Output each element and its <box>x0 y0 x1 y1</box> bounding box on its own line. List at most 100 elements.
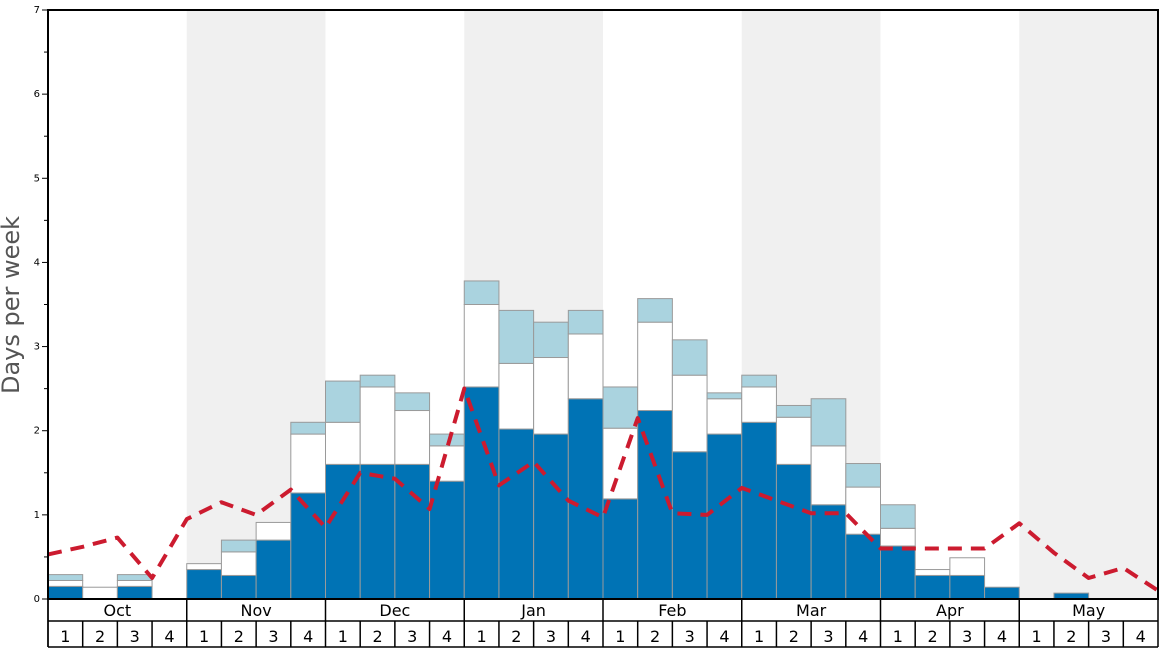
week-label: 3 <box>685 627 695 646</box>
bar-segment <box>914 574 951 600</box>
bar-segment <box>810 445 847 506</box>
bar-segment <box>637 321 673 412</box>
y-tick-label: 7 <box>34 5 40 16</box>
month-label: Jan <box>520 601 546 620</box>
y-tick-label: 2 <box>34 426 40 437</box>
bar-segment <box>47 579 84 587</box>
week-label: 4 <box>719 627 729 646</box>
bar-segment <box>498 309 535 364</box>
bar-segment <box>914 569 951 576</box>
y-axis-label: Days per week <box>0 216 25 394</box>
bar-segment <box>671 374 708 453</box>
week-label: 3 <box>268 627 278 646</box>
week-label: 4 <box>303 627 313 646</box>
bar-segment <box>325 463 361 600</box>
bar-segment <box>220 574 257 600</box>
bar-segment <box>325 421 361 465</box>
week-label: 2 <box>511 627 521 646</box>
bar-segment <box>255 521 292 541</box>
week-label: 4 <box>581 627 591 646</box>
month-label: Nov <box>241 601 272 620</box>
bar-segment <box>290 492 326 600</box>
month-shading-layer <box>186 10 1158 599</box>
bar-segment <box>394 392 431 412</box>
trend-line-layer <box>47 386 1160 593</box>
axes-layer <box>42 9 1159 648</box>
week-label: 1 <box>338 627 348 646</box>
bar-segment <box>706 433 743 600</box>
month-label: May <box>1072 601 1105 620</box>
bar-segment <box>220 539 257 553</box>
bar-segment <box>637 298 673 323</box>
bar-segment <box>533 321 569 359</box>
y-tick-label: 1 <box>34 510 40 521</box>
bar-segment <box>498 428 535 600</box>
bar-segment <box>567 333 604 400</box>
week-label: 2 <box>1066 627 1076 646</box>
bar-segment <box>429 445 465 482</box>
bar-segment <box>47 574 84 581</box>
bar-segment <box>186 569 222 600</box>
bar-segment <box>220 551 257 576</box>
bar-segment <box>880 527 916 547</box>
month-shade-may <box>1019 10 1158 599</box>
month-label: Mar <box>796 601 827 620</box>
week-label: 1 <box>1032 627 1042 646</box>
bar-segment <box>949 574 986 600</box>
bar-segment <box>463 304 500 388</box>
bar-segment <box>47 585 84 600</box>
bar-segment <box>533 433 569 600</box>
week-label: 1 <box>60 627 70 646</box>
y-tick-label: 5 <box>34 173 40 184</box>
week-label: 4 <box>1136 627 1146 646</box>
y-tick-label: 3 <box>34 342 40 353</box>
bar-segment <box>775 404 812 418</box>
month-label: Feb <box>658 601 686 620</box>
bar-segment <box>810 398 847 447</box>
bar-segment <box>359 463 396 600</box>
bar-segment <box>290 421 326 435</box>
bar-segment <box>567 309 604 335</box>
bar-segment <box>325 380 361 423</box>
bar-segment <box>810 504 847 600</box>
bar-segment <box>775 463 812 600</box>
bar-segment <box>116 579 153 587</box>
bar-segment <box>116 574 153 581</box>
week-label: 2 <box>95 627 105 646</box>
bar-segment <box>463 386 500 600</box>
week-label: 2 <box>927 627 937 646</box>
week-label: 4 <box>442 627 452 646</box>
y-tick-label: 0 <box>34 594 40 605</box>
bar-segment <box>880 504 916 529</box>
bar-segment <box>567 398 604 600</box>
bar-segment <box>880 545 916 600</box>
week-label: 1 <box>754 627 764 646</box>
bar-segment <box>255 539 292 600</box>
bar-segment <box>116 585 153 600</box>
bar-segment <box>741 421 777 600</box>
bar-segment <box>671 339 708 376</box>
bar-segment <box>637 410 673 600</box>
bar-segment <box>775 416 812 465</box>
bar-segment <box>845 463 881 488</box>
bar-segment <box>671 451 708 600</box>
bar-segment <box>706 398 743 435</box>
bar-segment <box>602 498 639 600</box>
week-label: 3 <box>962 627 972 646</box>
bar-segment <box>602 386 639 429</box>
month-label: Dec <box>379 601 410 620</box>
bar-segment <box>845 533 881 600</box>
bar-segment <box>845 486 881 535</box>
y-tick-label: 6 <box>34 89 40 100</box>
week-label: 3 <box>130 627 140 646</box>
month-label: Apr <box>936 601 964 620</box>
bar-segment <box>186 563 222 571</box>
bar-segment <box>741 386 777 423</box>
week-label: 3 <box>823 627 833 646</box>
bars-layer <box>47 280 1090 600</box>
bar-segment <box>82 586 118 600</box>
bar-segment <box>533 357 569 435</box>
bar-segment <box>429 480 465 600</box>
bar-segment <box>359 374 396 388</box>
trend-line <box>47 386 1160 593</box>
